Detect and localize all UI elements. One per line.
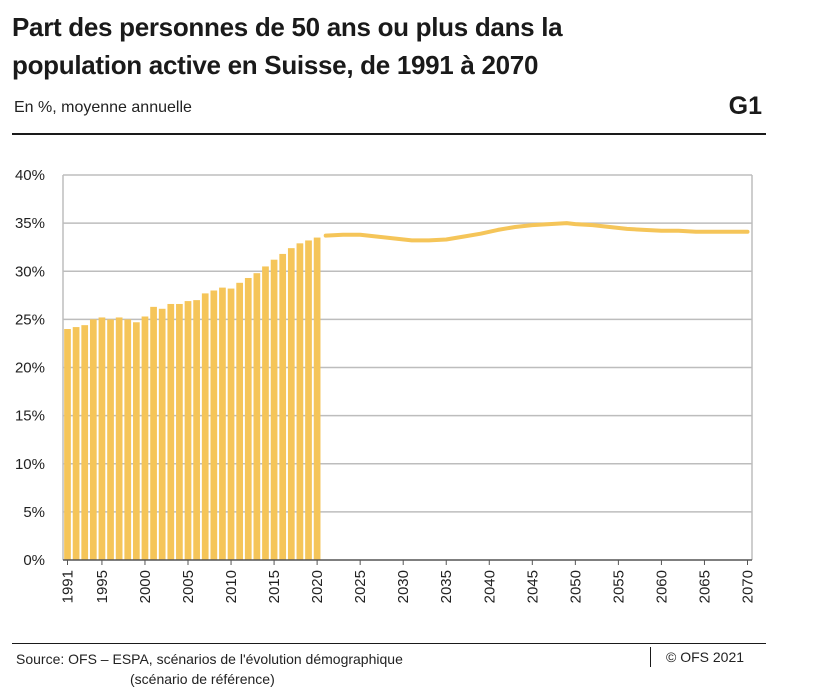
y-tick-label: 30%: [15, 263, 45, 280]
bar: [133, 322, 140, 560]
bar: [313, 237, 321, 560]
source-note: Source: OFS – ESPA, scénarios de l'évolu…: [16, 649, 403, 689]
y-tick-label: 35%: [15, 215, 45, 232]
x-tick-label: 2070: [740, 570, 757, 603]
x-tick-label: 2010: [223, 570, 240, 603]
bottom-rule: [12, 643, 766, 644]
bar: [262, 266, 269, 560]
bar: [158, 308, 166, 560]
bar: [64, 329, 71, 560]
source-line-1: Source: OFS – ESPA, scénarios de l'évolu…: [16, 651, 403, 667]
bar: [124, 319, 132, 560]
x-tick-label: 2045: [524, 570, 541, 603]
x-tick-label: 2000: [137, 570, 154, 603]
source-line-2: (scénario de référence): [130, 671, 275, 687]
copyright: © OFS 2021: [666, 649, 745, 665]
x-tick-label: 2035: [438, 570, 455, 603]
bar: [193, 300, 200, 560]
x-tick-label: 2055: [610, 570, 627, 603]
grid-lines: [63, 174, 752, 513]
graph-number: G1: [728, 92, 762, 120]
bar: [236, 282, 244, 560]
bar: [89, 319, 97, 560]
bar: [296, 243, 304, 560]
y-tick-label: 5%: [23, 504, 45, 521]
line-path: [323, 221, 750, 243]
footer-separator: [650, 647, 651, 667]
bar: [287, 248, 295, 560]
bar: [227, 288, 235, 560]
top-rule: [12, 133, 766, 135]
x-tick-label: 2040: [481, 570, 498, 603]
bar: [141, 316, 149, 560]
x-tick-label: 2020: [309, 570, 326, 603]
bar: [176, 303, 183, 560]
bar: [244, 277, 252, 560]
x-tick-label: 2030: [395, 570, 412, 603]
y-tick-label: 25%: [15, 311, 45, 328]
x-tick-label: 2060: [653, 570, 670, 603]
bar: [201, 293, 209, 560]
y-tick-label: 20%: [15, 360, 45, 377]
y-tick-label: 10%: [15, 456, 45, 473]
bar: [219, 287, 226, 560]
bar: [81, 325, 89, 560]
axes: [62, 175, 753, 565]
bar: [115, 317, 123, 560]
bar: [305, 240, 312, 560]
chart-subtitle: En %, moyenne annuelle: [14, 99, 192, 116]
y-tick-labels: 0% 5% 10% 15% 20% 25% 30% 35% 40%: [15, 167, 45, 569]
y-tick-label: 15%: [15, 408, 45, 425]
title-line-1: Part des personnes de 50 ans ou plus dan…: [12, 12, 563, 42]
x-tick-label: 2005: [180, 570, 197, 603]
bar: [98, 317, 106, 560]
x-tick-label: 2015: [266, 570, 283, 603]
x-tick-label: 2065: [696, 570, 713, 603]
bar: [210, 290, 218, 560]
bar: [167, 303, 175, 560]
bar-series: [64, 237, 321, 561]
x-tick-label: 1991: [60, 570, 77, 603]
x-tick-labels: 1991 1995 2000 2005 2010 2015 2020 2025 2030 2035…: [60, 570, 757, 603]
chart-title: Part des personnes de 50 ans ou plus dan…: [12, 8, 712, 84]
title-line-2: population active en Suisse, de 1991 à 2…: [12, 50, 539, 80]
y-tick-label: 0%: [23, 552, 45, 569]
bar: [184, 301, 192, 560]
x-tick-label: 1995: [94, 570, 111, 603]
bar: [107, 319, 114, 560]
line-series: [323, 221, 750, 243]
bar: [279, 253, 287, 561]
bar: [72, 327, 80, 560]
y-tick-label: 40%: [15, 167, 45, 184]
bar: [253, 273, 261, 560]
x-tick-label: 2050: [567, 570, 584, 603]
bar: [150, 306, 157, 560]
bar: [270, 259, 278, 560]
x-tick-label: 2025: [352, 570, 369, 603]
